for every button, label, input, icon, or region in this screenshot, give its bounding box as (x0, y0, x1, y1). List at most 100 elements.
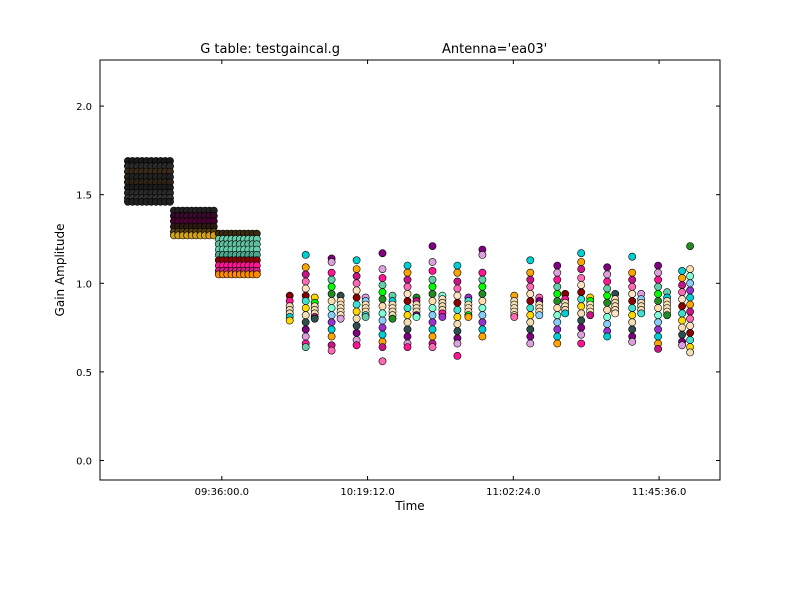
scan-point (327, 258, 336, 266)
scan-point (403, 261, 412, 270)
scan-point (526, 304, 535, 312)
scan-point (577, 295, 586, 304)
scan-point (628, 297, 637, 305)
scan-point (301, 332, 310, 341)
plot-frame (99, 59, 721, 481)
scan-point (453, 284, 462, 293)
scan-point (453, 313, 462, 321)
scan-point (603, 284, 612, 293)
scan-point (526, 339, 535, 348)
scan-point (577, 265, 586, 273)
scan-point (352, 307, 361, 316)
scan-point (577, 316, 586, 325)
scan-point (553, 289, 562, 298)
scan-point (654, 282, 662, 291)
scan-point (628, 268, 637, 277)
scan-point (478, 282, 487, 291)
scan-point (678, 330, 686, 339)
scan-point (553, 318, 562, 327)
scan-point (285, 316, 294, 325)
scan-point (327, 332, 336, 341)
scan-point (403, 268, 412, 277)
scan-point (428, 332, 437, 341)
scan-point (301, 343, 310, 351)
y-tick-label: 1.5 (76, 191, 92, 202)
chart-title-table: G table: testgaincal.g (200, 42, 340, 57)
scan-point (686, 272, 694, 281)
scan-point (428, 343, 437, 351)
scan-point (603, 332, 612, 341)
scan-point (327, 297, 336, 305)
scan-point (378, 316, 387, 325)
scan-point (577, 274, 586, 282)
scan-point (678, 302, 686, 311)
scan-point (453, 351, 462, 360)
scan-point (301, 250, 310, 259)
scan-point (352, 286, 361, 295)
scan-point (327, 268, 336, 277)
scan-point (378, 330, 387, 339)
scan-point (686, 242, 694, 250)
scan-point (637, 309, 646, 318)
x-tick-label: 09:36:00.0 (195, 487, 249, 498)
scan-point (577, 309, 586, 318)
scan-point (438, 313, 447, 321)
scan-point (553, 339, 562, 348)
scan-point (628, 318, 637, 327)
scan-point (628, 325, 637, 334)
scan-point (388, 314, 397, 323)
scan-point (301, 297, 310, 305)
scan-point (378, 302, 387, 311)
scan-point (428, 258, 437, 266)
scan-point (403, 304, 412, 312)
scan-point (478, 275, 487, 284)
scan-point (535, 311, 544, 320)
scan-point (403, 332, 412, 341)
block-1-point (166, 197, 174, 206)
scan-point (301, 284, 310, 293)
y-tick-label: 2.0 (76, 102, 92, 113)
scan-point (453, 327, 462, 335)
scan-point (310, 314, 319, 323)
scan-point (603, 313, 612, 321)
scan-point (553, 282, 562, 291)
y-tick-label: 0.5 (76, 368, 92, 379)
scan-point (686, 336, 694, 344)
scan-point (553, 261, 562, 270)
scan-point (553, 325, 562, 334)
x-tick-label: 10:19:12.0 (340, 487, 394, 498)
scan-point (378, 288, 387, 297)
scan-point (628, 304, 637, 312)
scan-point (301, 263, 310, 272)
scan-point (654, 304, 662, 312)
scan-point (654, 318, 662, 327)
scan-point (327, 289, 336, 298)
scan-point (361, 313, 370, 321)
scan-point (352, 265, 361, 273)
scan-point (428, 275, 437, 284)
scan-point (453, 268, 462, 277)
scan-point (686, 321, 694, 330)
scan-point (464, 313, 473, 321)
scan-point (428, 282, 437, 291)
scan-point (678, 295, 686, 304)
x-tick-label: 11:02:24.0 (486, 487, 540, 498)
scan-point (327, 282, 336, 291)
scan-point (577, 323, 586, 332)
scan-point (654, 325, 662, 334)
scan-point (686, 279, 694, 288)
scan-point (428, 297, 437, 305)
scan-point (654, 311, 662, 320)
scan-point (603, 270, 612, 279)
scan-point (378, 357, 387, 366)
scan-point (327, 311, 336, 320)
scan-point (352, 293, 361, 302)
scan-point (352, 300, 361, 309)
scan-point (654, 332, 662, 341)
scan-point (603, 291, 612, 300)
scan-point (526, 325, 535, 334)
scan-point (654, 261, 662, 270)
scan-point (378, 323, 387, 332)
scan-point (654, 344, 662, 353)
